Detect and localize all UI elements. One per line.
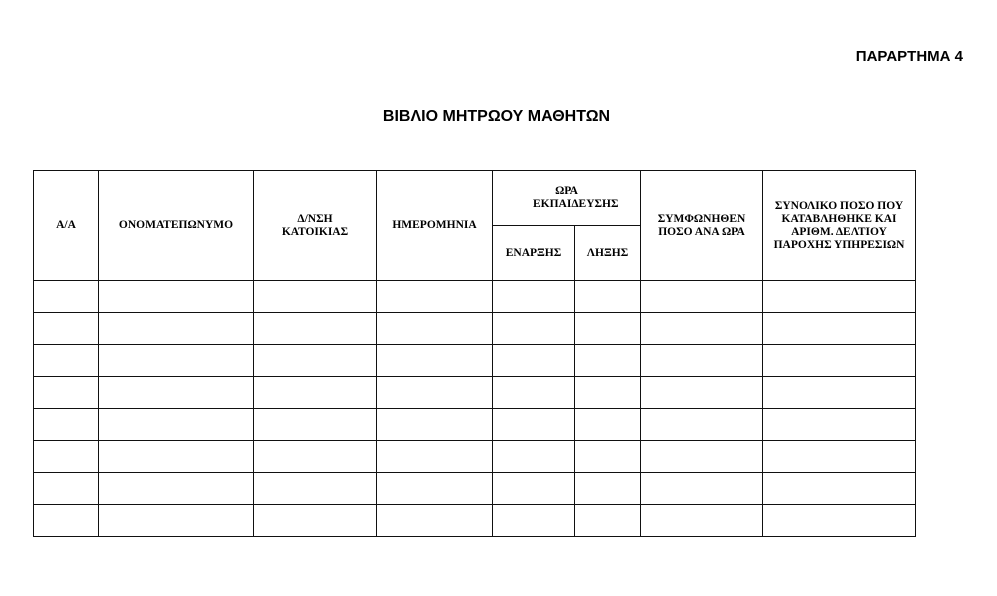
cell-aa	[33, 376, 99, 409]
cell-start	[492, 408, 575, 441]
cell-name	[98, 312, 254, 345]
table-row	[33, 504, 917, 537]
header-training-hour: ΩΡΑ ΕΚΠΑΙΔΕΥΣΗΣ	[491, 170, 642, 226]
cell-end	[573, 440, 642, 473]
cell-total	[762, 280, 917, 313]
cell-end	[573, 280, 642, 313]
page-title: ΒΙΒΛΙΟ ΜΗΤΡΩΟΥ ΜΑΘΗΤΩΝ	[0, 108, 997, 126]
cell-address	[253, 280, 377, 313]
table-row	[33, 408, 917, 441]
header-name: ΟΝΟΜΑΤΕΠΩΝΥΜΟ	[98, 170, 254, 281]
cell-total	[762, 472, 917, 505]
table-row	[33, 280, 917, 313]
cell-rate	[640, 408, 764, 441]
header-total: ΣΥΝΟΛΙΚΟ ΠΟΣΟ ΠΟΥ ΚΑΤΑΒΛΗΘΗΚΕ ΚΑΙ ΑΡΙΘΜ.…	[762, 170, 917, 281]
cell-start	[492, 472, 575, 505]
cell-aa	[33, 344, 99, 377]
cell-address	[253, 472, 377, 505]
cell-rate	[640, 504, 764, 537]
cell-name	[98, 440, 254, 473]
cell-end	[573, 376, 642, 409]
cell-rate	[640, 344, 764, 377]
cell-total	[762, 376, 917, 409]
cell-start	[492, 504, 575, 537]
header-address: Δ/ΝΣΗ ΚΑΤΟΙΚΙΑΣ	[253, 170, 377, 281]
cell-rate	[640, 472, 764, 505]
cell-date	[376, 440, 493, 473]
cell-aa	[33, 504, 99, 537]
cell-date	[376, 408, 493, 441]
cell-date	[376, 472, 493, 505]
cell-name	[98, 472, 254, 505]
cell-total	[762, 344, 917, 377]
cell-end	[573, 504, 642, 537]
table-row	[33, 376, 917, 409]
table-row	[33, 312, 917, 345]
cell-name	[98, 280, 254, 313]
cell-address	[253, 408, 377, 441]
cell-date	[376, 344, 493, 377]
cell-rate	[640, 376, 764, 409]
cell-name	[98, 376, 254, 409]
cell-total	[762, 504, 917, 537]
header-rate: ΣΥΜΦΩΝΗΘΕΝ ΠΟΣΟ ΑΝΑ ΩΡΑ	[640, 170, 764, 281]
cell-end	[573, 344, 642, 377]
cell-rate	[640, 440, 764, 473]
header-date: ΗΜΕΡΟΜΗΝΙΑ	[376, 170, 493, 281]
cell-end	[573, 472, 642, 505]
annex-label: ΠΑΡΑΡΤΗΜΑ 4	[855, 48, 963, 65]
header-end: ΛΗΞΗΣ	[573, 225, 642, 281]
cell-start	[492, 440, 575, 473]
cell-aa	[33, 472, 99, 505]
cell-total	[762, 408, 917, 441]
cell-date	[376, 376, 493, 409]
student-register-table: Α/Α ΟΝΟΜΑΤΕΠΩΝΥΜΟ Δ/ΝΣΗ ΚΑΤΟΙΚΙΑΣ ΗΜΕΡΟΜ…	[33, 170, 917, 537]
header-aa: Α/Α	[33, 170, 99, 281]
cell-total	[762, 440, 917, 473]
cell-date	[376, 280, 493, 313]
cell-aa	[33, 408, 99, 441]
cell-address	[253, 312, 377, 345]
cell-address	[253, 344, 377, 377]
cell-start	[492, 280, 575, 313]
cell-address	[253, 376, 377, 409]
cell-name	[98, 504, 254, 537]
cell-address	[253, 440, 377, 473]
cell-name	[98, 344, 254, 377]
table-row	[33, 440, 917, 473]
cell-date	[376, 504, 493, 537]
cell-end	[573, 312, 642, 345]
cell-aa	[33, 312, 99, 345]
cell-rate	[640, 312, 764, 345]
table-row	[33, 344, 917, 377]
table-row	[33, 472, 917, 505]
cell-start	[492, 344, 575, 377]
cell-start	[492, 376, 575, 409]
cell-total	[762, 312, 917, 345]
cell-start	[492, 312, 575, 345]
cell-rate	[640, 280, 764, 313]
page-title-text: ΒΙΒΛΙΟ ΜΗΤΡΩΟΥ ΜΑΘΗΤΩΝ	[382, 108, 611, 125]
cell-address	[253, 504, 377, 537]
cell-name	[98, 408, 254, 441]
cell-end	[573, 408, 642, 441]
header-start: ΕΝΑΡΞΗΣ	[492, 225, 575, 281]
cell-date	[376, 312, 493, 345]
cell-aa	[33, 280, 99, 313]
cell-aa	[33, 440, 99, 473]
